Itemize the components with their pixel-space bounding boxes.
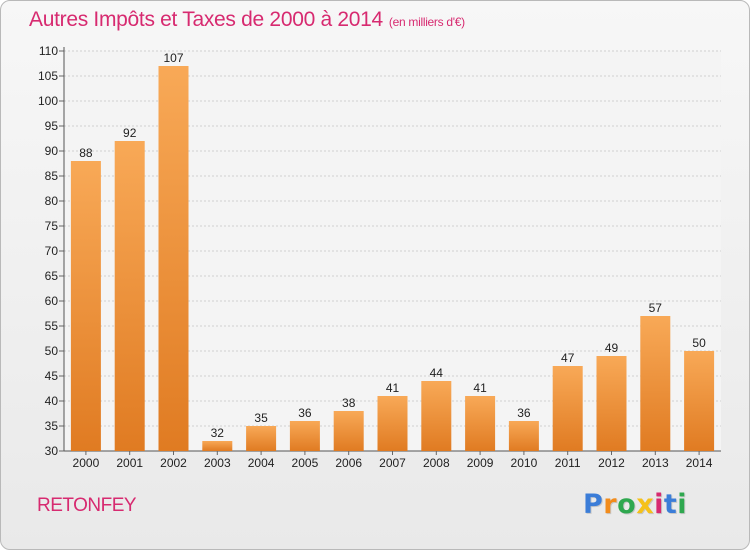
chart-title: Autres Impôts et Taxes de 2000 à 2014 (en…: [29, 8, 465, 32]
bar: [421, 381, 452, 451]
y-tick-label: 40: [45, 394, 59, 408]
bar-value-label: 44: [430, 366, 444, 380]
bar-value-label: 107: [163, 51, 183, 65]
bar-value-label: 88: [79, 146, 93, 160]
bar: [596, 356, 627, 451]
bar: [246, 426, 277, 451]
x-tick-label: 2014: [686, 456, 713, 470]
bar: [640, 316, 671, 451]
x-tick-label: 2001: [116, 456, 143, 470]
bar: [333, 411, 364, 451]
y-tick-label: 55: [45, 319, 59, 333]
y-tick-label: 105: [38, 69, 58, 83]
proxiti-logo: Proxiti: [583, 489, 687, 520]
x-tick-label: 2006: [335, 456, 362, 470]
x-tick-label: 2013: [642, 456, 669, 470]
y-tick-label: 90: [45, 144, 59, 158]
bar: [289, 421, 320, 451]
bar: [684, 351, 715, 451]
x-tick-label: 2003: [204, 456, 231, 470]
bar: [202, 441, 233, 451]
x-tick-label: 2010: [511, 456, 538, 470]
logo-letter: i: [654, 489, 664, 520]
logo-letter: o: [617, 489, 637, 520]
logo-letter: i: [677, 489, 688, 520]
chart-title-main: Autres Impôts et Taxes de 2000 à 2014: [29, 8, 383, 31]
bar: [465, 396, 496, 451]
bar-value-label: 41: [473, 381, 487, 395]
bar-value-label: 38: [342, 396, 356, 410]
x-tick-label: 2005: [292, 456, 319, 470]
x-tick-label: 2007: [379, 456, 406, 470]
bar: [158, 66, 189, 451]
y-tick-label: 30: [45, 444, 59, 458]
x-tick-label: 2002: [160, 456, 187, 470]
bar: [114, 141, 145, 451]
y-tick-label: 65: [45, 269, 59, 283]
y-tick-label: 60: [45, 294, 59, 308]
y-tick-label: 95: [45, 119, 59, 133]
bar: [508, 421, 539, 451]
y-tick-label: 100: [38, 94, 58, 108]
y-tick-label: 75: [45, 219, 59, 233]
y-tick-label: 85: [45, 169, 59, 183]
y-tick-label: 45: [45, 369, 59, 383]
y-tick-label: 70: [45, 244, 59, 258]
bar-value-label: 47: [561, 351, 575, 365]
x-tick-label: 2004: [248, 456, 275, 470]
bar-value-label: 32: [211, 426, 225, 440]
x-tick-label: 2008: [423, 456, 450, 470]
bar-value-label: 36: [298, 406, 312, 420]
x-tick-label: 2009: [467, 456, 494, 470]
chart-title-unit: (en milliers d'€): [388, 15, 465, 29]
bar: [70, 161, 101, 451]
bar-value-label: 57: [649, 301, 663, 315]
bar-value-label: 36: [517, 406, 531, 420]
bar: [552, 366, 583, 451]
x-tick-label: 2011: [555, 456, 581, 470]
x-tick-label: 2012: [598, 456, 625, 470]
y-tick-label: 110: [39, 44, 58, 58]
logo-letter: r: [603, 489, 618, 520]
bar: [377, 396, 408, 451]
location-name: RETONFEY: [37, 495, 137, 516]
y-tick-label: 50: [45, 344, 59, 358]
x-tick-label: 2000: [73, 456, 100, 470]
logo-letter: P: [583, 489, 604, 520]
y-tick-label: 80: [45, 194, 59, 208]
bar-value-label: 35: [254, 411, 268, 425]
bar-value-label: 50: [692, 336, 706, 350]
bar-value-label: 92: [123, 126, 137, 140]
bar-value-label: 41: [386, 381, 400, 395]
y-tick-label: 35: [45, 419, 59, 433]
bar-value-label: 49: [605, 341, 619, 355]
logo-letter: x: [636, 489, 655, 520]
logo-letter: t: [663, 489, 678, 520]
